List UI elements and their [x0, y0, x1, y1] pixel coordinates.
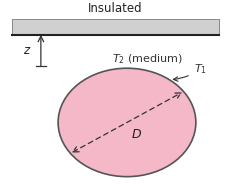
Text: $T_1$: $T_1$	[173, 62, 207, 81]
Bar	[12, 18, 219, 35]
Circle shape	[58, 68, 196, 177]
Text: $D$: $D$	[131, 128, 142, 141]
Text: $T_2$ (medium): $T_2$ (medium)	[112, 52, 183, 66]
Text: Insulated: Insulated	[88, 2, 143, 15]
Text: $z$: $z$	[23, 44, 31, 57]
